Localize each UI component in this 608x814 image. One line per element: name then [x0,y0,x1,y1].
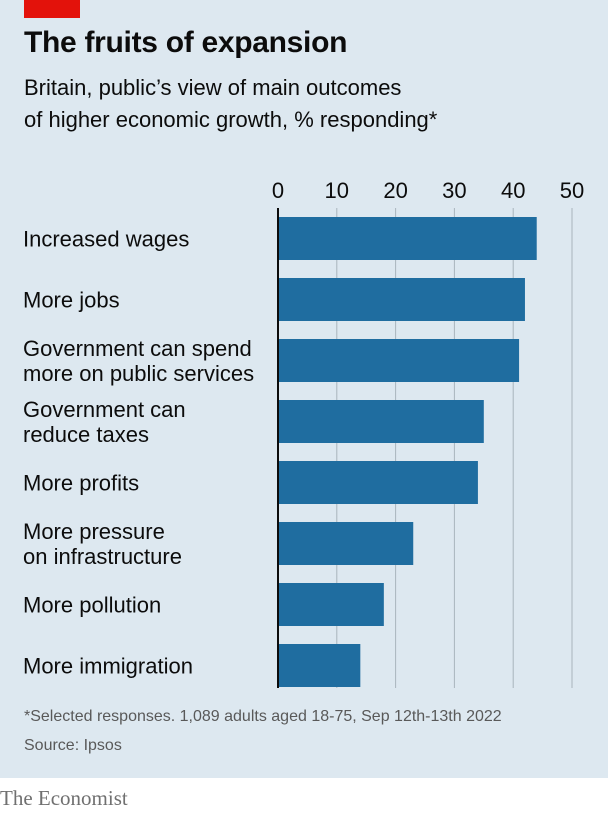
source-note: Source: Ipsos [24,737,122,754]
bar-chart: 0 10 20 30 40 50 Increased wages More jobs Gover… [23,178,584,688]
x-tick-label: 10 [325,178,349,203]
bar [278,339,520,382]
bar [278,583,384,626]
category-label: reduce taxes [23,422,149,447]
category-label: More pollution [23,593,161,618]
bar [278,217,537,260]
chart-subtitle: Britain, public’s view of main outcomes … [24,72,594,136]
economist-logo: The Economist [0,786,128,810]
brand-red-tag [24,0,80,18]
bar [278,278,525,321]
bar [278,400,484,443]
category-label: Government can [23,397,186,422]
chart-title: The fruits of expansion [24,26,348,59]
category-label: on infrastructure [23,544,182,569]
bar [278,461,478,504]
subtitle-line-2: of higher economic growth, % responding* [24,107,438,132]
x-tick-label: 30 [442,178,466,203]
category-label: More pressure [23,519,165,544]
category-label: Increased wages [23,227,189,252]
bar [278,644,361,687]
x-tick-label: 40 [501,178,525,203]
category-label: More jobs [23,288,120,313]
category-label: More immigration [23,654,193,679]
category-label: more on public services [23,361,254,386]
x-tick-label: 0 [272,178,284,203]
category-label: Government can spend [23,336,252,361]
x-tick-label: 50 [560,178,584,203]
x-tick-label: 20 [383,178,407,203]
footnote: *Selected responses. 1,089 adults aged 1… [24,708,502,725]
category-label: More profits [23,471,139,496]
bar [278,522,414,565]
subtitle-line-1: Britain, public’s view of main outcomes [24,75,402,100]
